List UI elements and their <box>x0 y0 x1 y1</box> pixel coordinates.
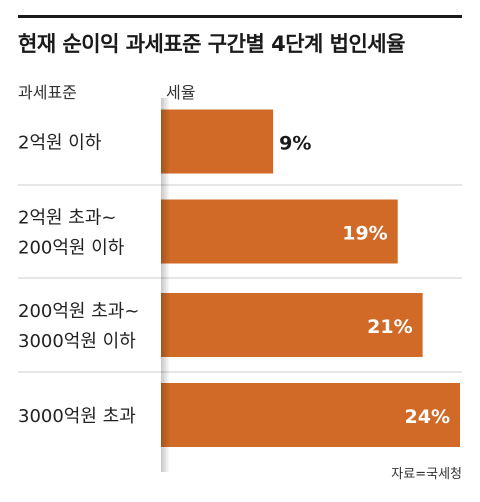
category-label: 2억원 이하 <box>18 133 102 154</box>
bar-value-label: 19% <box>342 223 387 245</box>
bar-1 <box>161 109 274 174</box>
category-label: 2억원 초과~ <box>18 208 117 229</box>
column-header-tax-rate: 세율 <box>166 83 196 102</box>
bar-value-label: 24% <box>405 406 450 428</box>
chart-title: 현재 순이익 과세표준 구간별 4단계 법인세율 <box>18 32 405 56</box>
source-note: 자료=국세청 <box>391 467 462 482</box>
bar-4 <box>161 383 460 447</box>
axis-shadow <box>161 98 170 472</box>
bar-value-label: 21% <box>367 316 412 338</box>
bar-2 <box>161 199 398 264</box>
category-label: 200억원 초과~ <box>18 301 139 322</box>
category-label: 200억원 이하 <box>18 238 125 259</box>
category-label: 3000억원 이하 <box>18 331 136 352</box>
column-header-tax-base: 과세표준 <box>18 83 77 102</box>
top-rule <box>18 15 462 18</box>
category-label: 3000억원 초과 <box>18 406 136 427</box>
bar-3 <box>161 293 423 357</box>
bar-value-label: 9% <box>279 133 311 155</box>
